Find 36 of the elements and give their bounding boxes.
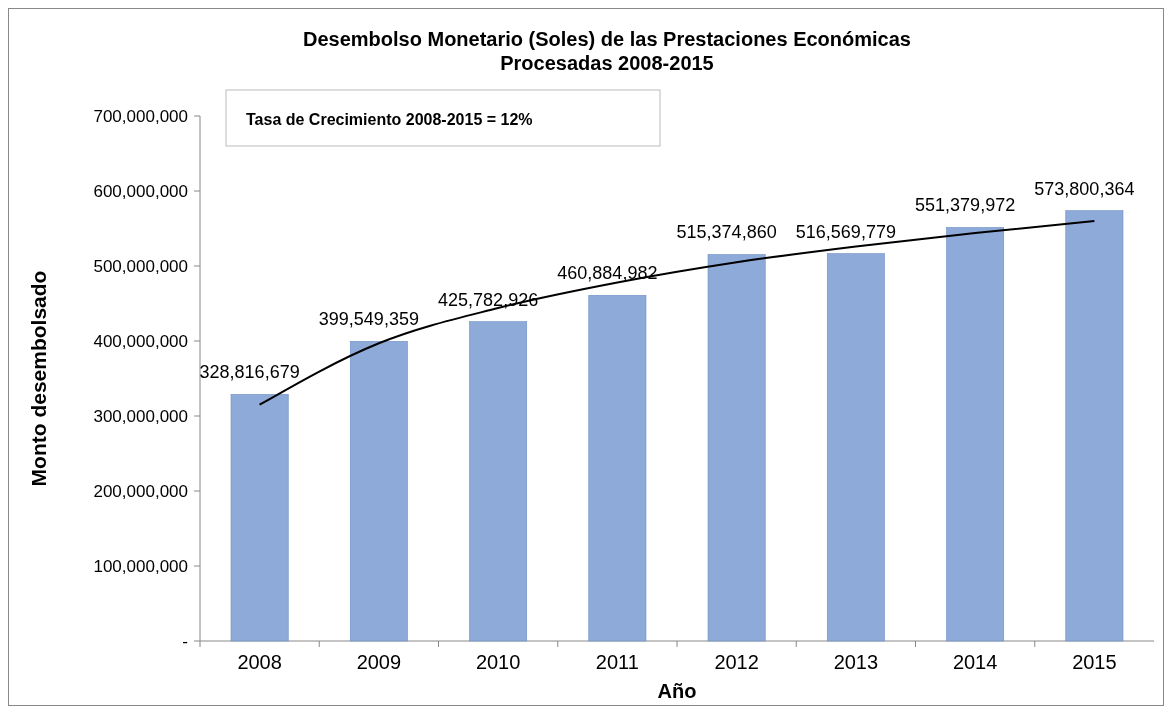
x-tick-label: 2012 (714, 651, 759, 673)
y-tick-label: 700,000,000 (93, 106, 188, 126)
y-tick-label: - (182, 631, 188, 651)
bar (946, 227, 1005, 642)
y-axis-title: Monto desembolsado (27, 270, 50, 487)
bar (349, 341, 408, 642)
data-label: 460,884,982 (557, 263, 658, 284)
x-axis-title: Año (657, 680, 697, 702)
data-label: 328,816,679 (199, 362, 300, 383)
chart-title: Desembolso Monetario (Soles) de las Prestaciones Económicas Procesadas 2008-2015 (303, 28, 911, 74)
bar (707, 254, 766, 642)
y-tick-label: 600,000,000 (93, 181, 188, 201)
annotation: Tasa de Crecimiento 2008-2015 = 12% (246, 110, 533, 128)
x-tick-label: 2008 (237, 651, 282, 673)
data-label: 515,374,860 (676, 222, 777, 243)
x-tick-label: 2015 (1072, 651, 1117, 673)
y-tick-label: 300,000,000 (93, 406, 188, 426)
bar (230, 394, 289, 642)
y-tick-label: 400,000,000 (93, 331, 188, 351)
y-tick-label: 200,000,000 (93, 481, 188, 501)
x-tick-label: 2011 (595, 651, 639, 673)
x-tick-label: 2009 (356, 651, 402, 673)
bar (1065, 210, 1124, 642)
x-tick-label: 2014 (952, 651, 998, 673)
bar (826, 253, 885, 642)
y-tick-label: 500,000,000 (93, 256, 188, 276)
data-label: 516,569,779 (795, 221, 896, 242)
bar (588, 295, 647, 642)
y-tick-label: 100,000,000 (93, 556, 188, 576)
data-label: 425,782,926 (438, 289, 539, 310)
data-label: 573,800,364 (1034, 178, 1135, 199)
data-label: 551,379,972 (915, 195, 1016, 216)
bar (469, 321, 528, 642)
data-label: 399,549,359 (318, 309, 419, 330)
x-tick-label: 2010 (475, 651, 521, 673)
x-tick-label: 2013 (833, 651, 879, 673)
